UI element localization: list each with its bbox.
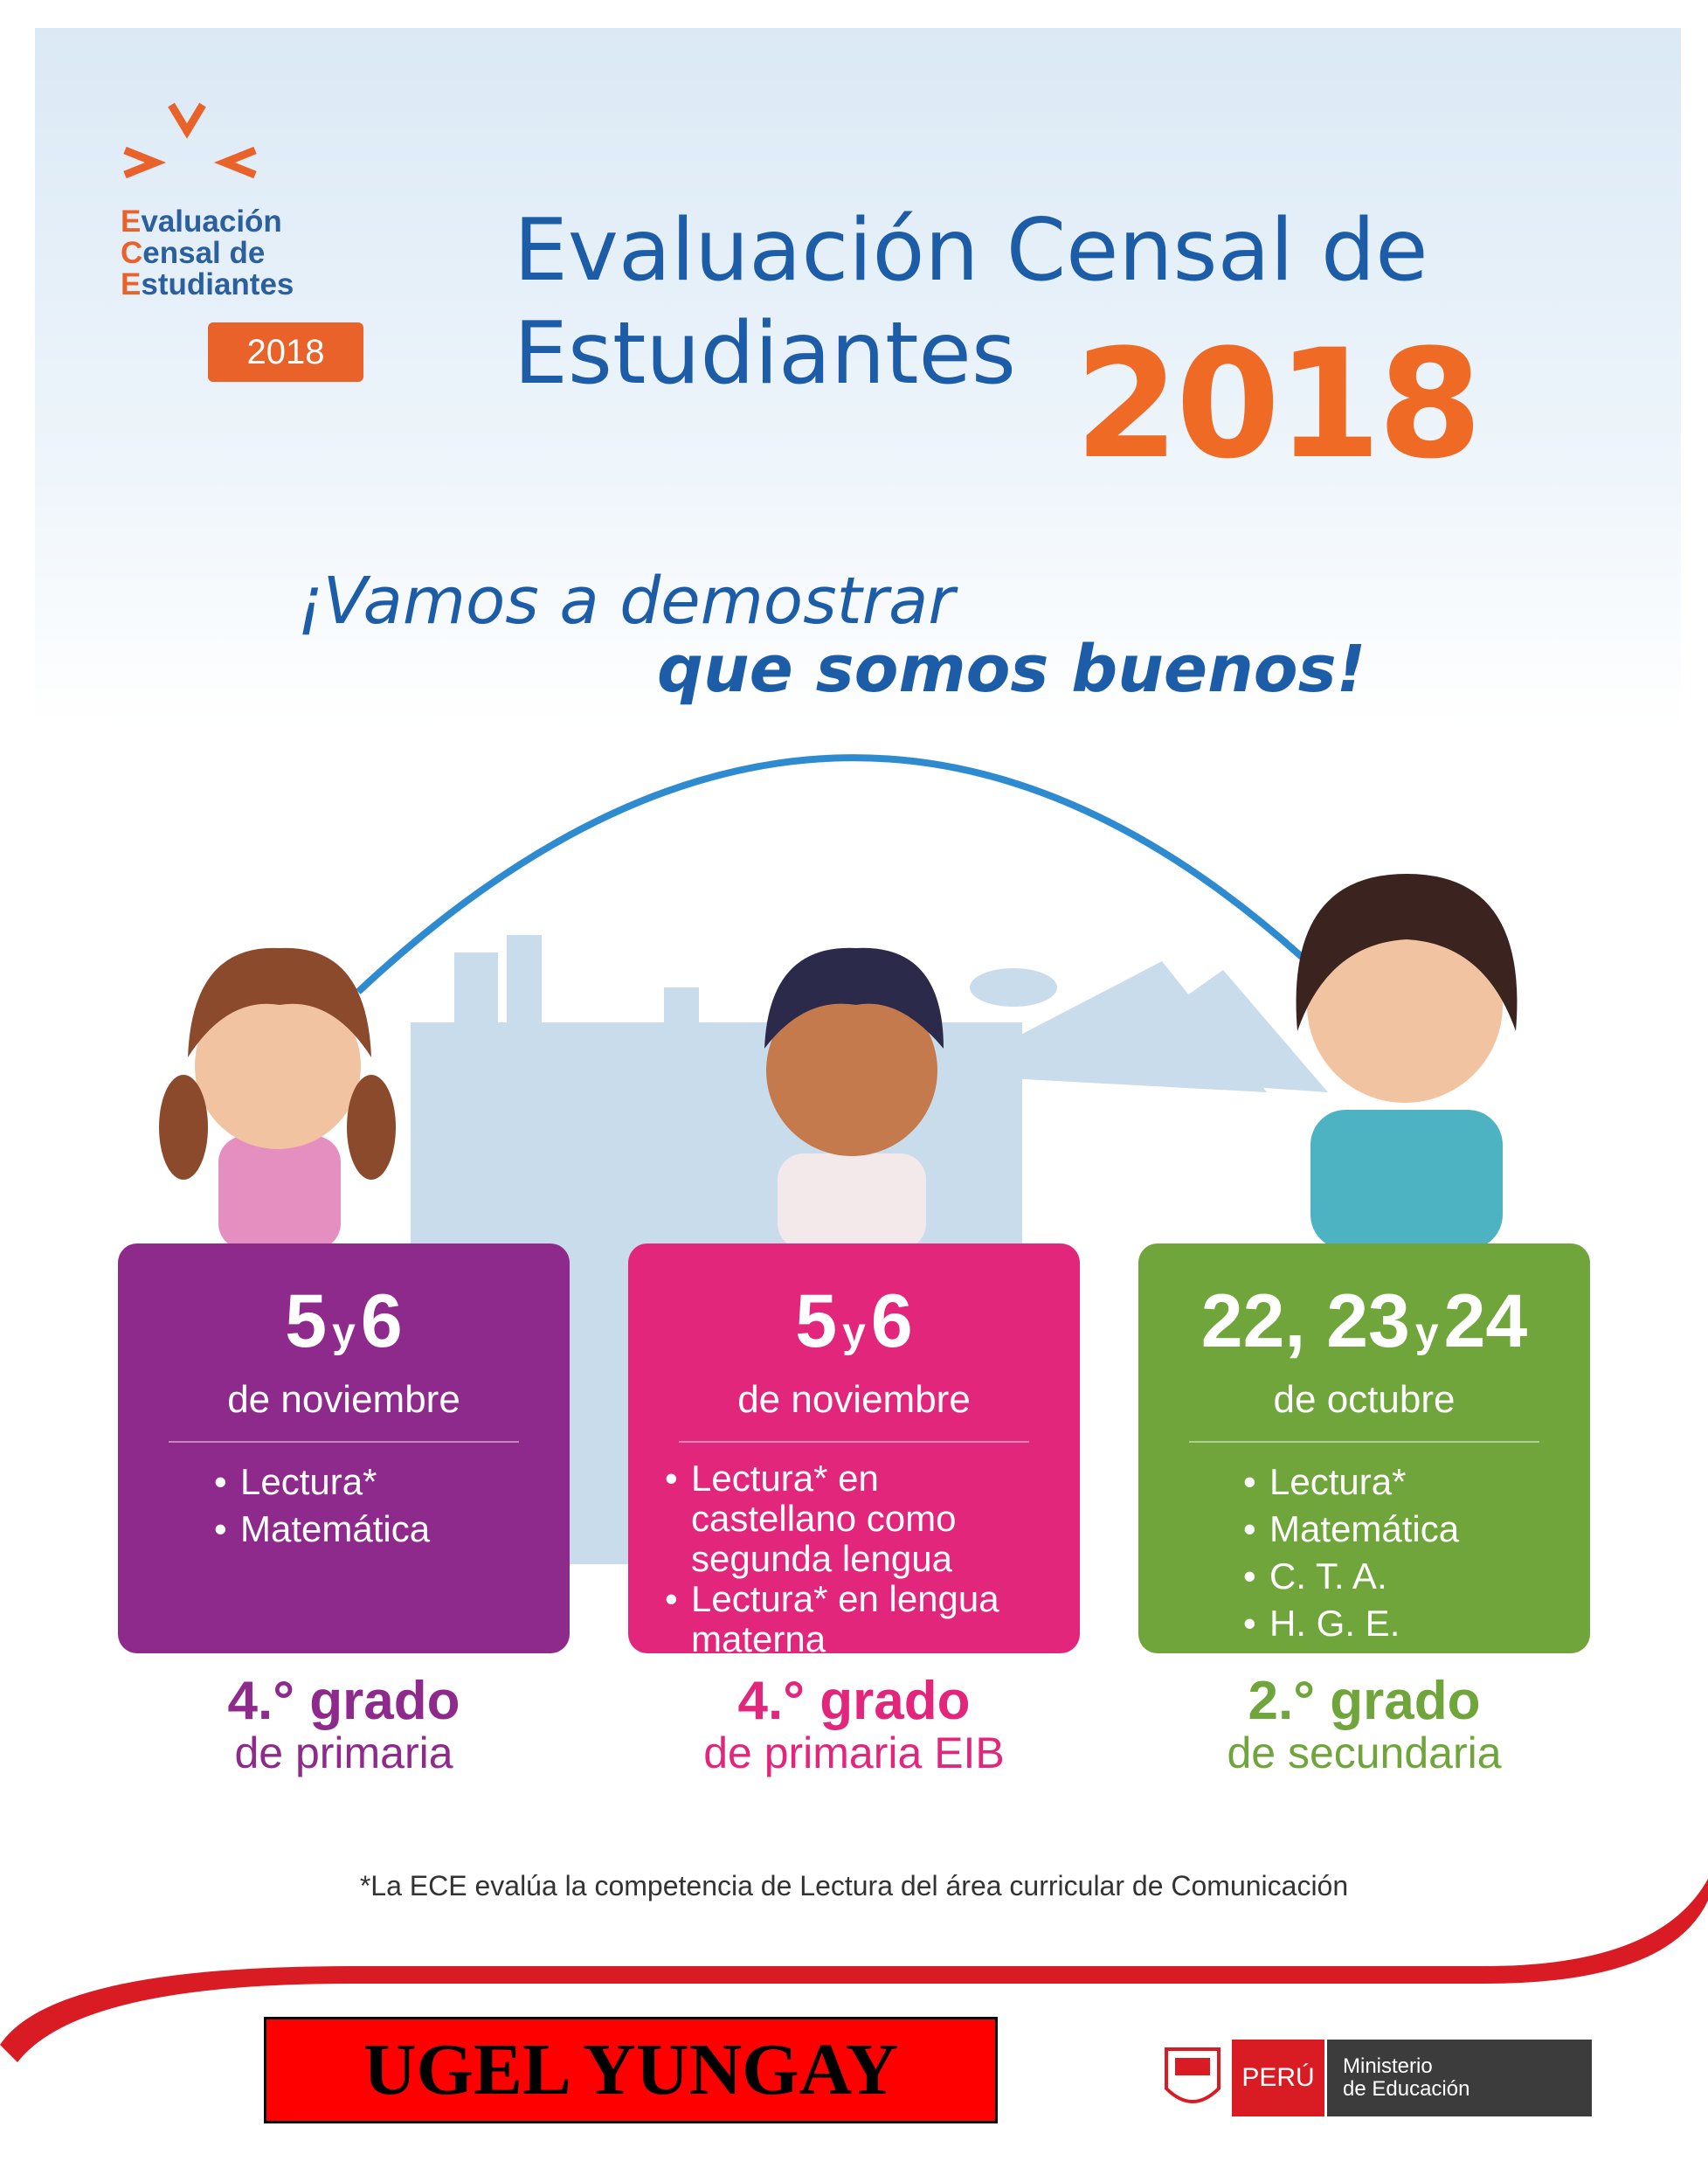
slogan: que somos buenos! xyxy=(657,632,1366,707)
divider xyxy=(169,1441,519,1443)
subject: Matemática xyxy=(214,1506,570,1553)
subject: Lectura* xyxy=(214,1458,570,1506)
title: Estudiantes xyxy=(514,304,1016,404)
logo-text: Estudiantes xyxy=(121,267,294,301)
date-part: 5 xyxy=(795,1279,838,1363)
kid-right xyxy=(1296,874,1518,1250)
date-part: y xyxy=(842,1310,866,1356)
logo-mark xyxy=(123,102,257,179)
subject: C. T. A. xyxy=(1243,1553,1590,1600)
ministry-text: de Educación xyxy=(1343,2077,1470,2101)
subject: Lectura* xyxy=(1243,1458,1590,1506)
logo-year: 2018 xyxy=(208,322,363,382)
card: 5y6 de noviembre Lectura*Matemática xyxy=(118,1243,570,1653)
date-part: y xyxy=(1414,1310,1439,1356)
subject: Lectura* en castellano como segunda leng… xyxy=(665,1458,1032,1579)
title-year: 2018 xyxy=(1075,316,1483,492)
title: Evaluación Censal de xyxy=(514,201,1428,301)
ministry-label: Ministerio de Educación xyxy=(1324,2040,1592,2116)
country-label: PERÚ xyxy=(1232,2040,1324,2116)
date-part: y xyxy=(332,1310,356,1356)
grade: 2.° grado xyxy=(1248,1671,1481,1731)
card: 5y6 de noviembre Lectura* en castellano co… xyxy=(628,1243,1080,1659)
date-part: 22, 23 xyxy=(1200,1279,1410,1363)
slogan: ¡Vamos a demostrar xyxy=(297,564,955,639)
level: de primaria EIB xyxy=(703,1728,1005,1777)
grade-label: 4.° grado de primaria xyxy=(118,1673,570,1777)
ministry-text: Ministerio xyxy=(1343,2054,1433,2078)
card-month: de noviembre xyxy=(737,1378,971,1421)
card-month: de octubre xyxy=(1273,1378,1456,1421)
grade: 4.° grado xyxy=(737,1671,971,1731)
kid-middle xyxy=(764,947,944,1250)
level: de secundaria xyxy=(1227,1728,1502,1777)
arc xyxy=(356,754,1304,994)
logo-text: Censal de xyxy=(121,236,266,270)
grade-label: 2.° grado de secundaria xyxy=(1138,1673,1590,1777)
coat-of-arms xyxy=(1165,2047,1220,2103)
date-part: 6 xyxy=(360,1279,403,1363)
logo-text: Evaluación xyxy=(121,204,282,239)
badge: UGEL YUNGAY xyxy=(264,2017,998,2123)
divider xyxy=(1189,1441,1539,1443)
card-date: 22, 23 y24 xyxy=(1138,1282,1590,1373)
card-date: 5 y6 xyxy=(118,1282,570,1373)
card-month: de noviembre xyxy=(227,1378,460,1421)
date-part: 6 xyxy=(870,1279,913,1363)
grade-label: 4.° grado de primaria EIB xyxy=(628,1673,1080,1777)
subject: Lectura* en lengua materna xyxy=(665,1579,1032,1659)
subject-list: Lectura* en castellano como segunda leng… xyxy=(665,1458,1032,1659)
subject: H. G. E. xyxy=(1243,1600,1590,1647)
divider xyxy=(679,1441,1029,1443)
date-part: 5 xyxy=(285,1279,328,1363)
grade: 4.° grado xyxy=(227,1671,460,1731)
swoosh xyxy=(0,1879,1708,2062)
subject-list: Lectura*Matemática xyxy=(214,1458,570,1553)
date-part: 24 xyxy=(1443,1279,1528,1363)
subject-list: Lectura*MatemáticaC. T. A.H. G. E. xyxy=(1243,1458,1590,1647)
kid-left xyxy=(159,947,396,1250)
level: de primaria xyxy=(234,1728,453,1777)
subject: Matemática xyxy=(1243,1506,1590,1553)
footnote: *La ECE evalúa la competencia de Lectura… xyxy=(359,1870,1349,1901)
card-date: 5 y6 xyxy=(628,1282,1080,1373)
